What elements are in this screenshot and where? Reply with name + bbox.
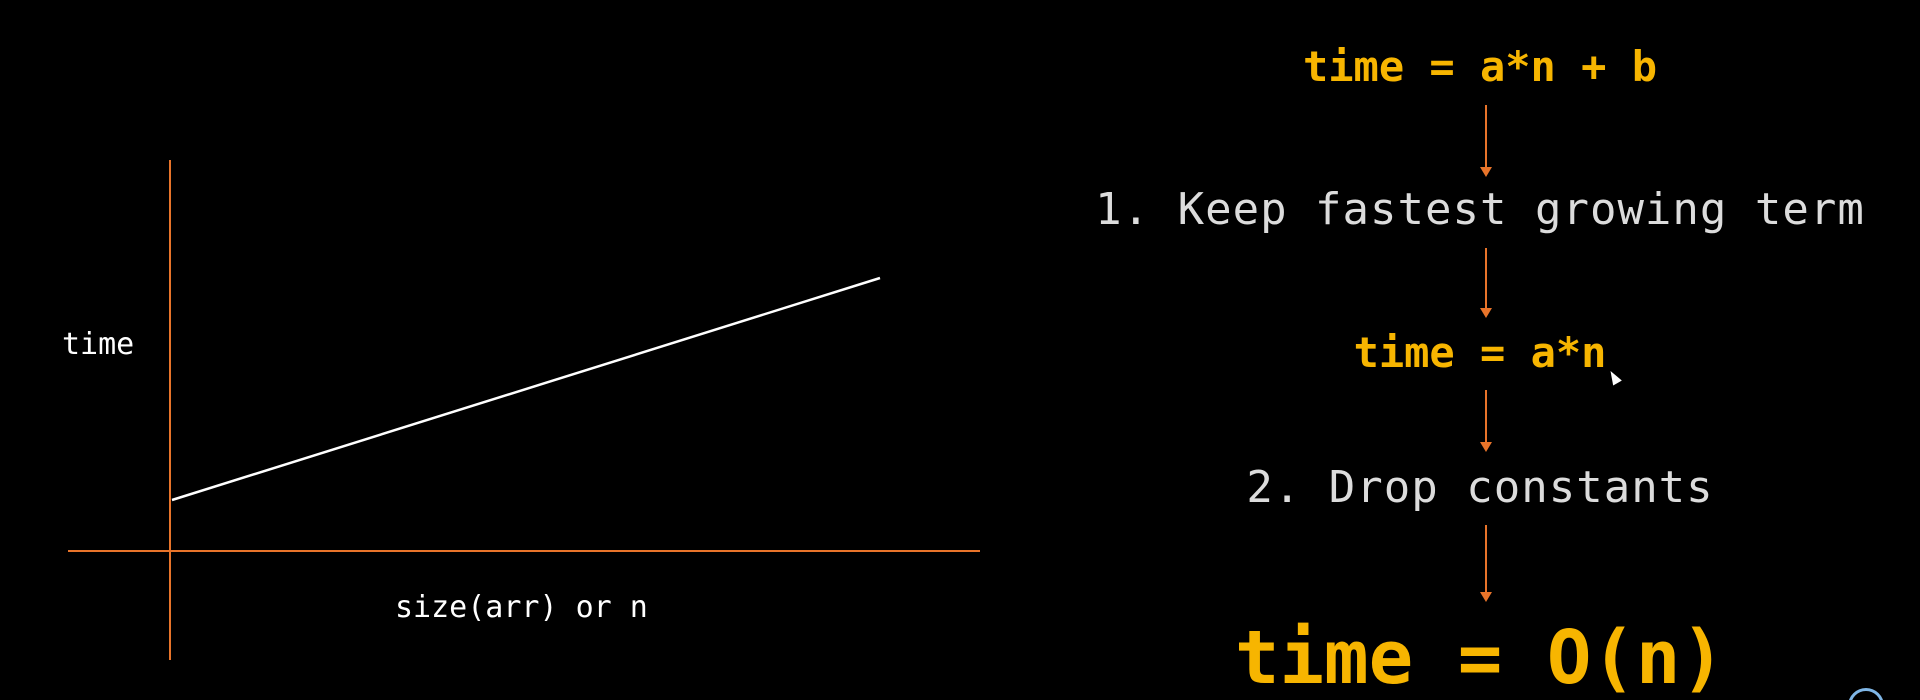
linear-time-line [171, 276, 881, 502]
formula-linear-with-constant: time = a*n + b [1302, 42, 1657, 91]
y-axis-label: time [62, 327, 135, 362]
down-arrow-icon [1480, 248, 1492, 318]
formula-big-o: time = O(n) [1234, 615, 1726, 700]
formula-linear: time = a*n [1353, 328, 1607, 377]
step-keep-fastest-term: 1. Keep fastest growing term [1095, 184, 1865, 235]
x-axis-label: size(arr) or n [395, 590, 648, 625]
down-arrow-icon [1480, 525, 1492, 602]
down-arrow-icon [1480, 105, 1492, 177]
step-drop-constants: 2. Drop constants [1246, 462, 1714, 513]
down-arrow-icon [1480, 390, 1492, 452]
